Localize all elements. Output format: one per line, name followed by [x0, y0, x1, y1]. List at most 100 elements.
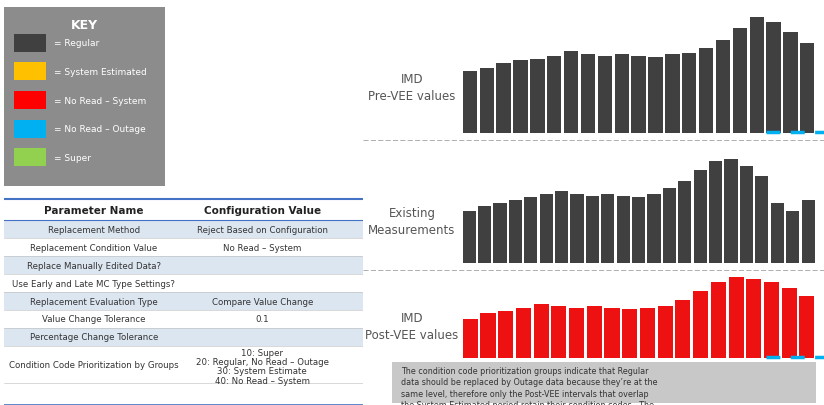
Bar [770, 204, 784, 263]
Bar [784, 33, 798, 134]
Text: 0.1: 0.1 [255, 315, 269, 324]
Bar [764, 282, 779, 358]
Text: Compare Value Change: Compare Value Change [212, 297, 313, 306]
Bar [740, 166, 753, 263]
Text: 10: Super: 10: Super [241, 348, 283, 357]
Text: 20: Regular, No Read – Outage: 20: Regular, No Read – Outage [195, 357, 329, 366]
Bar [694, 171, 707, 263]
FancyBboxPatch shape [14, 63, 46, 81]
Text: The condition code prioritization groups indicate that Regular
data should be re: The condition code prioritization groups… [400, 366, 658, 405]
FancyBboxPatch shape [14, 35, 46, 53]
Bar [756, 177, 769, 263]
FancyBboxPatch shape [4, 292, 363, 310]
Bar [480, 313, 495, 358]
Bar [587, 307, 602, 358]
Text: Parameter Name: Parameter Name [44, 205, 143, 215]
Bar [665, 55, 680, 134]
Bar [508, 201, 522, 263]
Bar [662, 189, 676, 263]
Text: Replace Manually Edited Data?: Replace Manually Edited Data? [26, 261, 161, 270]
Bar [551, 307, 566, 358]
Bar [640, 308, 655, 358]
Bar [605, 308, 620, 358]
FancyBboxPatch shape [14, 92, 46, 110]
Bar [678, 181, 691, 263]
Text: KEY: KEY [71, 19, 98, 32]
Bar [782, 289, 797, 358]
Bar [786, 211, 799, 263]
FancyBboxPatch shape [14, 120, 46, 138]
Bar [513, 61, 527, 134]
Bar [658, 307, 672, 358]
Bar [570, 195, 583, 263]
Text: Replacement Method: Replacement Method [48, 225, 140, 234]
Text: Configuration Value: Configuration Value [204, 205, 321, 215]
Bar [530, 60, 545, 134]
Text: IMD
Post-VEE values: IMD Post-VEE values [365, 311, 459, 341]
Bar [569, 308, 584, 358]
FancyBboxPatch shape [4, 8, 165, 186]
Bar [750, 18, 764, 134]
Bar [581, 55, 595, 134]
Bar [547, 57, 561, 134]
Bar [693, 291, 708, 358]
Bar [462, 211, 475, 263]
Bar [724, 159, 737, 263]
Text: Replacement Condition Value: Replacement Condition Value [30, 243, 157, 252]
FancyBboxPatch shape [4, 256, 363, 275]
Bar [747, 280, 761, 358]
Bar [524, 198, 537, 263]
Text: = No Read – Outage: = No Read – Outage [54, 125, 146, 134]
Bar [799, 296, 814, 358]
Bar [597, 57, 612, 134]
Bar [615, 55, 629, 134]
Text: 40: No Read – System: 40: No Read – System [215, 375, 310, 385]
Text: Value Change Tolerance: Value Change Tolerance [42, 315, 146, 324]
Bar [516, 308, 531, 358]
FancyBboxPatch shape [4, 221, 363, 239]
Bar [463, 319, 478, 358]
Bar [800, 44, 814, 134]
Bar [766, 23, 781, 134]
Text: IMD
Pre-VEE values: IMD Pre-VEE values [368, 72, 456, 102]
Bar [648, 195, 661, 263]
FancyBboxPatch shape [14, 149, 46, 167]
Bar [709, 162, 722, 263]
Bar [728, 277, 743, 358]
Bar [676, 300, 691, 358]
Text: Reject Based on Configuration: Reject Based on Configuration [197, 225, 328, 234]
Bar [534, 305, 549, 358]
Bar [602, 195, 615, 263]
Text: 30: System Estimate: 30: System Estimate [218, 367, 307, 375]
Bar [586, 196, 599, 263]
Bar [802, 201, 815, 263]
Bar [616, 196, 630, 263]
Bar [632, 198, 645, 263]
Bar [555, 192, 568, 263]
Text: = No Read – System: = No Read – System [54, 96, 146, 105]
Bar [499, 311, 513, 358]
Bar [631, 57, 646, 134]
Bar [494, 204, 507, 263]
Bar [564, 52, 578, 134]
Text: Use Early and Late MC Type Settings?: Use Early and Late MC Type Settings? [12, 279, 176, 288]
Bar [463, 72, 477, 134]
Text: Existing
Measurements: Existing Measurements [368, 207, 456, 237]
Text: Condition Code Prioritization by Groups: Condition Code Prioritization by Groups [9, 360, 179, 369]
Bar [540, 195, 553, 263]
FancyBboxPatch shape [392, 362, 816, 403]
Bar [496, 64, 511, 134]
FancyBboxPatch shape [4, 328, 363, 346]
Text: = Super: = Super [54, 153, 91, 162]
Bar [478, 207, 491, 263]
Bar [648, 58, 662, 134]
Text: Replacement Evaluation Type: Replacement Evaluation Type [30, 297, 157, 306]
Text: = Regular: = Regular [54, 39, 99, 48]
Bar [716, 41, 730, 134]
Text: = System Estimated: = System Estimated [54, 68, 147, 77]
Bar [733, 29, 747, 134]
Text: Percentage Change Tolerance: Percentage Change Tolerance [30, 333, 158, 341]
Bar [622, 309, 637, 358]
Bar [711, 282, 726, 358]
Text: No Read – System: No Read – System [223, 243, 302, 252]
